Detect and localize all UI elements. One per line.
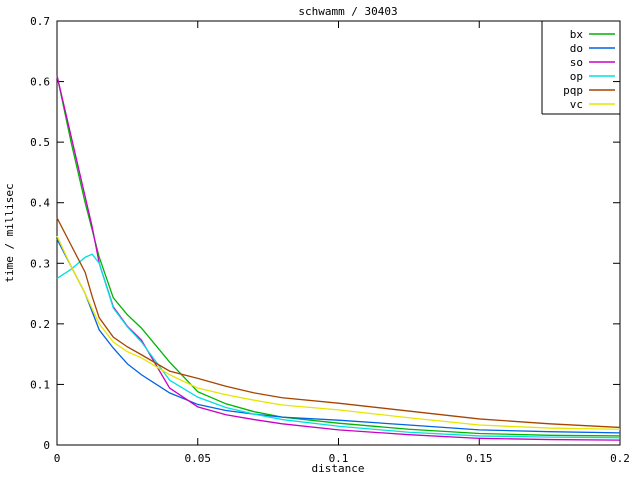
legend-label: vc bbox=[570, 98, 583, 111]
series-line-vc bbox=[56, 235, 621, 430]
legend-label: pqp bbox=[563, 84, 583, 97]
chart-title: schwamm / 30403 bbox=[298, 5, 397, 18]
legend-label: so bbox=[570, 56, 583, 69]
series-line-pqp bbox=[56, 217, 621, 429]
y-tick-label: 0.2 bbox=[30, 318, 50, 331]
axes-layer: 0 0.05 0.1 0.15 0.2 0 0.1 0.2 0.3 0.4 0.5 0.6 0.7 bbox=[30, 15, 630, 465]
series-layer bbox=[56, 75, 621, 441]
y-tick-label: 0.3 bbox=[30, 257, 50, 270]
y-tick-label: 0 bbox=[43, 439, 50, 452]
x-tick-label: 0.1 bbox=[329, 452, 349, 465]
legend-label: op bbox=[570, 70, 583, 83]
series-line-do bbox=[56, 238, 621, 434]
legend-entry-pqp: pqp bbox=[563, 84, 615, 97]
y-tick-label: 0.4 bbox=[30, 197, 50, 210]
x-tick-label: 0.05 bbox=[185, 452, 212, 465]
series-line-so bbox=[56, 75, 621, 441]
y-tick-label: 0.6 bbox=[30, 76, 50, 89]
legend-entry-op: op bbox=[570, 70, 615, 83]
y-tick-label: 0.7 bbox=[30, 15, 50, 28]
x-axis-label: distance bbox=[312, 462, 365, 475]
x-tick-label: 0.2 bbox=[610, 452, 630, 465]
x-tick-label: 0.15 bbox=[466, 452, 493, 465]
legend-entry-vc: vc bbox=[570, 98, 615, 111]
x-tick-label: 0 bbox=[54, 452, 61, 465]
y-axis-label: time / millisec bbox=[3, 183, 16, 282]
legend-label: bx bbox=[570, 28, 584, 41]
legend-entry-bx: bx bbox=[570, 28, 615, 41]
series-line-op bbox=[56, 253, 621, 439]
y-tick-label: 0.5 bbox=[30, 136, 50, 149]
plot-border bbox=[56, 20, 621, 446]
legend-label: do bbox=[570, 42, 583, 55]
series-line-bx bbox=[56, 75, 621, 437]
legend-entry-so: so bbox=[570, 56, 615, 69]
legend-entry-do: do bbox=[570, 42, 615, 55]
y-tick-label: 0.1 bbox=[30, 378, 50, 391]
